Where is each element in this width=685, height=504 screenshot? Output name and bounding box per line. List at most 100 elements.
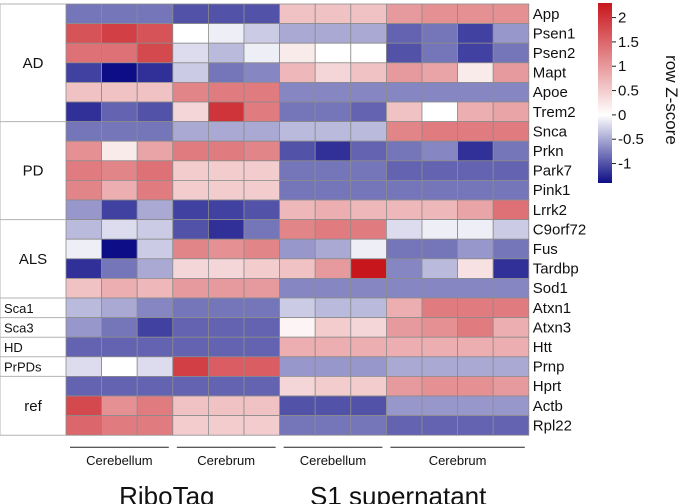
heatmap-cell-actb-9 xyxy=(350,395,387,417)
heatmap-cell-atxn1-13 xyxy=(492,297,530,319)
gene-label: Hprt xyxy=(533,378,562,395)
heatmap-cell-lrrk2-2 xyxy=(101,199,138,221)
heatmap-cell-mapt-1 xyxy=(65,62,102,83)
heatmap-cell-tardbp-12 xyxy=(457,258,494,279)
heatmap-cell-prkn-6 xyxy=(243,140,280,162)
heatmap-cell-park7-3 xyxy=(136,160,174,181)
heatmap-cell-mapt-3 xyxy=(136,62,174,83)
heatmap-cell-psen1-5 xyxy=(207,23,245,44)
heatmap-cell-app-10 xyxy=(385,3,423,25)
heatmap-cell-fus-2 xyxy=(101,238,138,260)
heatmap-cell-hprt-4 xyxy=(172,375,209,397)
heatmap-cell-prkn-5 xyxy=(207,140,245,162)
gene-label: App xyxy=(533,6,560,23)
heatmap-cell-sod1-3 xyxy=(136,277,174,299)
heatmap-cell-psen1-10 xyxy=(385,23,423,44)
heatmap-cell-apoe-11 xyxy=(421,82,458,103)
heatmap-cell-snca-13 xyxy=(492,121,530,142)
heatmap-cell-sod1-5 xyxy=(207,277,245,299)
heatmap-cell-trem2-13 xyxy=(492,101,530,123)
heatmap-cell-sod1-6 xyxy=(243,277,280,299)
heatmap-cell-c9orf72-13 xyxy=(492,219,530,240)
heatmap-cell-snca-4 xyxy=(172,121,209,142)
heatmap-cell-app-1 xyxy=(65,3,102,25)
heatmap-cell-prnp-6 xyxy=(243,356,280,377)
heatmap-cell-hprt-5 xyxy=(207,375,245,397)
gene-label: Atxn3 xyxy=(533,319,571,336)
heatmap-cell-htt-10 xyxy=(385,336,423,358)
heatmap-cell-pink1-7 xyxy=(279,179,316,201)
heatmap-cell-app-6 xyxy=(243,3,280,25)
heatmap-cell-atxn3-8 xyxy=(314,317,352,338)
row-group-label: ALS xyxy=(19,251,47,268)
heatmap-cell-mapt-11 xyxy=(421,62,458,83)
heatmap-cell-tardbp-6 xyxy=(243,258,280,279)
heatmap-cell-trem2-1 xyxy=(65,101,102,123)
row-group-label: AD xyxy=(23,55,44,72)
heatmap-cell-tardbp-13 xyxy=(492,258,530,279)
heatmap-cell-fus-13 xyxy=(492,238,530,260)
heatmap-cell-atxn3-2 xyxy=(101,317,138,338)
heatmap-cell-hprt-12 xyxy=(457,375,494,397)
heatmap-cell-fus-6 xyxy=(243,238,280,260)
heatmap-cell-park7-10 xyxy=(385,160,423,181)
heatmap-cell-psen2-3 xyxy=(136,42,174,64)
heatmap-cell-pink1-3 xyxy=(136,179,174,201)
heatmap-cell-rpl22-4 xyxy=(172,415,209,436)
gene-label: Sod1 xyxy=(533,280,568,297)
heatmap-cell-mapt-5 xyxy=(207,62,245,83)
heatmap-cell-actb-3 xyxy=(136,395,174,417)
heatmap-cell-c9orf72-2 xyxy=(101,219,138,240)
heatmap-cell-fus-8 xyxy=(314,238,352,260)
heatmap-cell-c9orf72-7 xyxy=(279,219,316,240)
heatmap-cell-park7-4 xyxy=(172,160,209,181)
heatmap-cell-app-13 xyxy=(492,3,530,25)
heatmap-cell-atxn3-3 xyxy=(136,317,174,338)
heatmap-cell-c9orf72-10 xyxy=(385,219,423,240)
heatmap-cell-psen1-4 xyxy=(172,23,209,44)
heatmap-cell-htt-11 xyxy=(421,336,458,358)
heatmap-cell-app-3 xyxy=(136,3,174,25)
heatmap-cell-c9orf72-9 xyxy=(350,219,387,240)
heatmap-cell-park7-8 xyxy=(314,160,352,181)
heatmap-cell-psen1-13 xyxy=(492,23,530,44)
gene-label: Apoe xyxy=(533,84,568,101)
heatmap-cell-prkn-2 xyxy=(101,140,138,162)
heatmap-cell-psen2-1 xyxy=(65,42,102,64)
heatmap-cell-psen1-9 xyxy=(350,23,387,44)
heatmap-cell-sod1-4 xyxy=(172,277,209,299)
heatmap-cell-tardbp-10 xyxy=(385,258,423,279)
heatmap-cell-htt-8 xyxy=(314,336,352,358)
heatmap-cell-psen2-9 xyxy=(350,42,387,64)
heatmap-cell-actb-12 xyxy=(457,395,494,417)
gene-label: Htt xyxy=(533,339,553,356)
heatmap-cell-sod1-12 xyxy=(457,277,494,299)
heatmap-cell-snca-1 xyxy=(65,121,102,142)
heatmap-cell-psen2-8 xyxy=(314,42,352,64)
heatmap-cell-hprt-3 xyxy=(136,375,174,397)
heatmap-cell-tardbp-2 xyxy=(101,258,138,279)
heatmap-cell-psen1-6 xyxy=(243,23,280,44)
heatmap-cell-prnp-5 xyxy=(207,356,245,377)
heatmap-cell-hprt-6 xyxy=(243,375,280,397)
heatmap-cell-actb-11 xyxy=(421,395,458,417)
heatmap-cell-psen2-10 xyxy=(385,42,423,64)
heatmap-cell-fus-11 xyxy=(421,238,458,260)
heatmap-cell-sod1-8 xyxy=(314,277,352,299)
heatmap-cell-psen2-11 xyxy=(421,42,458,64)
heatmap-cell-actb-10 xyxy=(385,395,423,417)
heatmap-cell-tardbp-7 xyxy=(279,258,316,279)
heatmap-cell-c9orf72-5 xyxy=(207,219,245,240)
heatmap-cell-psen1-1 xyxy=(65,23,102,44)
colorbar-tick-label: 0 xyxy=(618,107,626,124)
heatmap-cell-trem2-3 xyxy=(136,101,174,123)
heatmap-cell-fus-7 xyxy=(279,238,316,260)
heatmap-cell-mapt-10 xyxy=(385,62,423,83)
heatmap-cell-sod1-1 xyxy=(65,277,102,299)
heatmap-cell-atxn1-9 xyxy=(350,297,387,319)
heatmap-cell-pink1-13 xyxy=(492,179,530,201)
heatmap-cell-tardbp-9 xyxy=(350,258,387,279)
heatmap-cell-pink1-10 xyxy=(385,179,423,201)
heatmap-cell-htt-5 xyxy=(207,336,245,358)
